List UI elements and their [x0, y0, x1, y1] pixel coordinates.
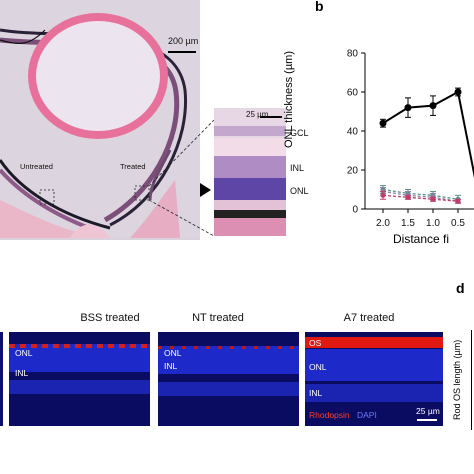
chart-series-line-0: [382, 91, 459, 125]
retina-inset-image: [214, 108, 286, 236]
chart-point: [430, 196, 436, 202]
panel-b-letter: b: [315, 0, 324, 14]
chart-point: [379, 119, 387, 127]
onl-label-nt: ONL: [164, 348, 182, 358]
chart-series-line-3: [382, 194, 459, 202]
inset-scale-label: 25 µm: [246, 110, 269, 119]
onl-band-bss: [9, 346, 150, 372]
onl-pointer-triangle: [200, 183, 211, 197]
onl-thickness-chart: 0 20 40 60 80 2.0 1.5 1.0 0.5: [347, 49, 474, 229]
chart-x-tick-label: 2.0: [376, 218, 390, 229]
legend-dapi: DAPI: [357, 410, 377, 420]
eye-section-image: [0, 0, 200, 240]
zoom-guide-lines: [148, 119, 215, 237]
fluor-image-a7: OS ONL INL Rhodopsin DAPI 25 µm: [305, 332, 443, 426]
chart-point: [380, 192, 386, 198]
inl-band-bss: [9, 380, 150, 394]
chart-series: [379, 87, 474, 204]
untreated-region-label: Untreated: [20, 162, 53, 171]
inl-label-bss: INL: [15, 368, 29, 378]
fluor-scale-bar: [417, 419, 437, 421]
legend-rhodopsin: Rhodopsin: [309, 410, 350, 420]
os-band-a7: [305, 337, 443, 348]
chart-point: [455, 198, 461, 204]
title-a7-treated: A7 treated: [343, 312, 395, 324]
chart-y-tick-label: 80: [347, 49, 359, 60]
chart-x-axis-label: Distance fi: [393, 232, 450, 246]
chart-y-tick-label: 0: [352, 205, 358, 216]
chart-point: [454, 88, 462, 96]
fluor-scale-label: 25 µm: [416, 406, 440, 416]
onl-label-a7: ONL: [309, 362, 327, 372]
inl-label-nt: INL: [164, 361, 178, 371]
chart-series-line-2: [382, 190, 459, 202]
panel-d-letter: d: [456, 280, 465, 296]
layer-onl-label: ONL: [290, 186, 309, 196]
panel-a-scale-bar-label: 200 µm: [168, 36, 199, 46]
chart-y-tick-label: 20: [347, 166, 359, 177]
onl-band-nt: [158, 348, 299, 374]
chart-series-line-tail-0: [457, 91, 474, 179]
chart-x-tick-label: 1.0: [426, 218, 440, 229]
chart-y-tick-label: 40: [347, 127, 359, 138]
chart-point: [429, 102, 437, 110]
chart-series-line-1: [382, 188, 459, 200]
inl-band-a7: [305, 384, 443, 402]
chart-point: [405, 194, 411, 200]
inl-label-a7: INL: [309, 388, 323, 398]
title-nt-treated: NT treated: [192, 312, 244, 324]
fluor-image-bss: ONL INL: [9, 332, 150, 426]
layer-inl-label: INL: [290, 163, 305, 173]
onl-label-bss: ONL: [15, 348, 33, 358]
inl-band-nt: [158, 382, 299, 396]
rhodopsin-bss: [9, 344, 150, 348]
chart-x-tick-label: 1.5: [401, 218, 415, 229]
rhodopsin-nt: [158, 346, 299, 349]
layer-gcl-label: GCL: [290, 128, 309, 138]
fluor-image-left-edge: [0, 332, 3, 426]
title-bss-treated: BSS treated: [80, 312, 140, 324]
chart-point: [404, 104, 412, 112]
panel-d-axis: [471, 330, 472, 430]
panel-a: 200 µm Untreated Treated 25 µm GCL INL O…: [0, 0, 309, 240]
chart-axes: 0 20 40 60 80 2.0 1.5 1.0 0.5: [347, 49, 474, 229]
chart-x-tick-label: 0.5: [451, 218, 465, 229]
panel-d-y-axis-label: Rod OS length (µm): [452, 339, 462, 420]
fluor-image-nt: ONL INL: [158, 332, 299, 426]
os-label-a7: OS: [309, 338, 322, 348]
onl-band-a7: [305, 349, 443, 381]
treated-region-label: Treated: [120, 162, 146, 171]
chart-y-tick-label: 60: [347, 88, 359, 99]
